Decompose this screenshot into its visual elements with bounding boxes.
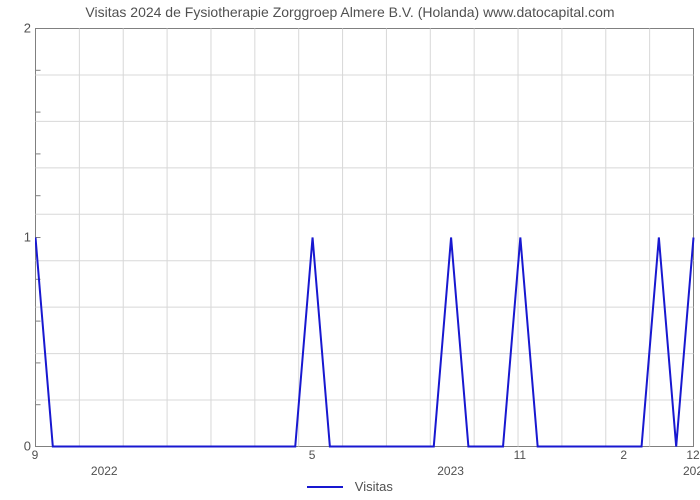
x-major-label: 2022: [91, 464, 118, 478]
x-tick-label: 2: [620, 448, 627, 462]
legend-swatch: [307, 486, 343, 488]
x-tick-label: 9: [32, 448, 39, 462]
x-major-label: 202: [683, 464, 700, 478]
legend-label: Visitas: [355, 479, 393, 494]
x-tick-label: 12: [686, 448, 699, 462]
chart-container: Visitas 2024 de Fysiotherapie Zorggroep …: [0, 0, 700, 500]
chart-legend: Visitas: [0, 478, 700, 494]
y-tick-label: 2: [5, 21, 31, 36]
x-tick-label: 11: [514, 448, 526, 462]
y-tick-label: 1: [5, 230, 31, 245]
x-tick-label: 5: [309, 448, 316, 462]
chart-plot: [35, 28, 695, 448]
chart-title: Visitas 2024 de Fysiotherapie Zorggroep …: [0, 4, 700, 20]
x-major-label: 2023: [437, 464, 464, 478]
y-tick-label: 0: [5, 439, 31, 454]
